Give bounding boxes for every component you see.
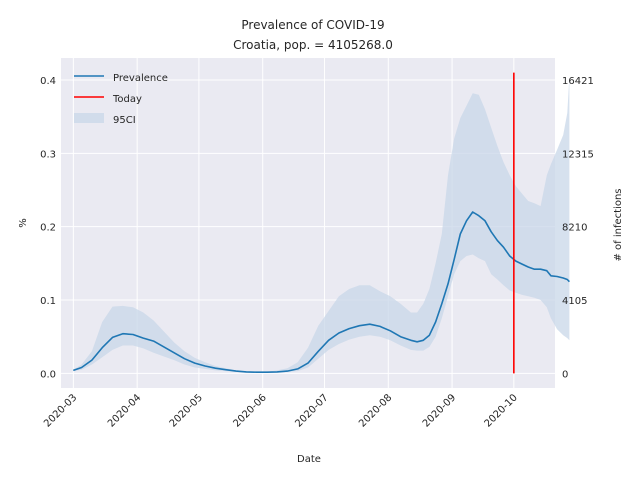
legend-today-label: Today xyxy=(112,94,142,105)
legend-prevalence-label: Prevalence xyxy=(113,73,168,84)
y2-tick-label: 12315 xyxy=(562,149,594,160)
y2-axis-label: # of infections xyxy=(613,188,624,261)
chart-title: Prevalence of COVID-19 xyxy=(241,18,384,32)
legend: Prevalence Today 95CI xyxy=(74,73,168,126)
x-axis-ticks: 2020-03 2020-04 2020-05 2020-06 2020-07 2020-… xyxy=(42,392,520,429)
legend-95ci-label: 95CI xyxy=(113,115,136,126)
y-axis-label: % xyxy=(18,218,29,228)
x-tick-label: 2020-03 xyxy=(42,392,79,429)
y-tick-label: 0.2 xyxy=(40,223,56,234)
x-tick-label: 2020-06 xyxy=(231,392,268,429)
y2-tick-label: 16421 xyxy=(562,76,594,87)
x-tick-label: 2020-09 xyxy=(421,392,458,429)
y2-axis-ticks: 0 4105 8210 12315 16421 xyxy=(562,76,594,380)
prevalence-line xyxy=(73,211,570,373)
y-tick-label: 0.3 xyxy=(40,149,56,160)
ci-95-band xyxy=(73,76,570,373)
y-axis-ticks: 0.0 0.1 0.2 0.3 0.4 xyxy=(40,76,56,380)
y-tick-label: 0.4 xyxy=(40,76,56,87)
x-tick-label: 2020-08 xyxy=(357,392,394,429)
x-tick-label: 2020-05 xyxy=(168,392,205,429)
y2-tick-label: 4105 xyxy=(562,296,587,307)
y2-tick-label: 8210 xyxy=(562,223,587,234)
legend-95ci-swatch xyxy=(74,113,104,123)
x-tick-label: 2020-10 xyxy=(483,392,520,429)
x-tick-label: 2020-04 xyxy=(106,392,143,429)
y-tick-label: 0.0 xyxy=(40,369,56,380)
y2-tick-label: 0 xyxy=(562,369,568,380)
x-tick-label: 2020-07 xyxy=(293,392,330,429)
x-axis-label: Date xyxy=(297,454,321,465)
y-tick-label: 0.1 xyxy=(40,296,56,307)
chart-subtitle: Croatia, pop. = 4105268.0 xyxy=(233,38,393,52)
